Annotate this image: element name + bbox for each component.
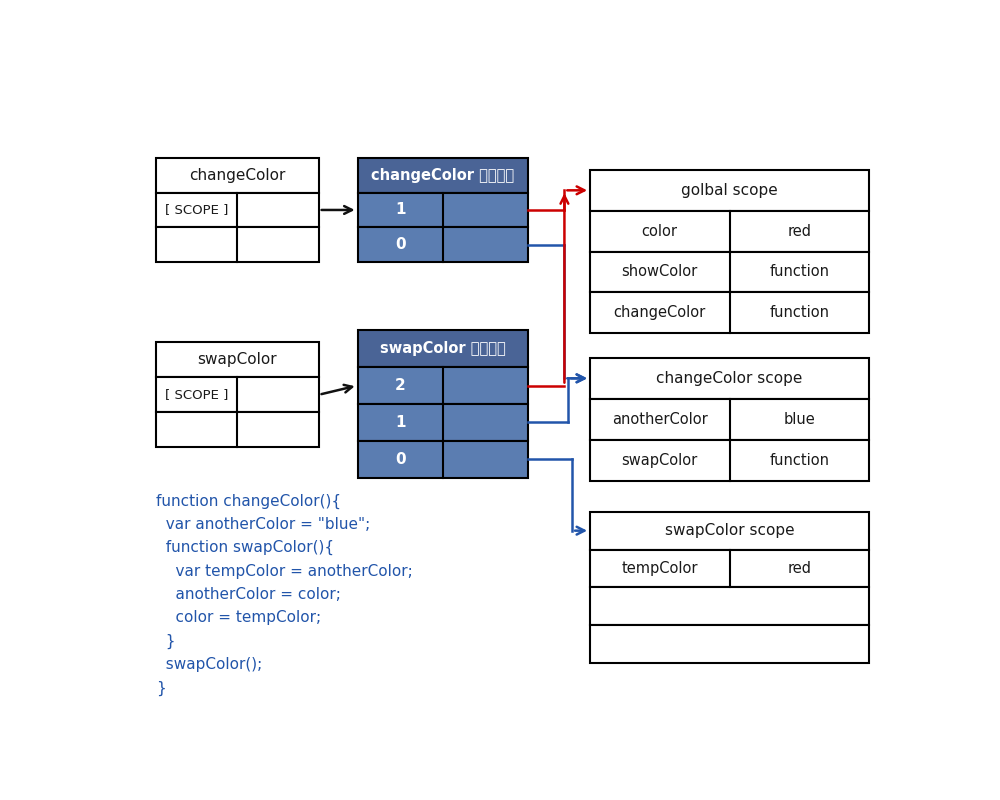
Bar — [590, 550, 869, 587]
Text: changeColor scope: changeColor scope — [656, 371, 803, 386]
Text: changeColor 作用域链: changeColor 作用域链 — [371, 167, 514, 182]
Bar — [358, 158, 528, 193]
Text: golbal scope: golbal scope — [681, 183, 778, 198]
Text: 1: 1 — [395, 415, 405, 430]
Text: swapColor scope: swapColor scope — [665, 523, 794, 538]
Text: function swapColor(){: function swapColor(){ — [156, 540, 334, 555]
Bar — [590, 587, 869, 625]
Text: }: } — [156, 634, 176, 649]
Text: swapColor: swapColor — [622, 453, 698, 468]
Text: color = tempColor;: color = tempColor; — [156, 610, 321, 626]
Text: 2: 2 — [395, 378, 406, 393]
Bar — [358, 367, 528, 404]
Bar — [590, 358, 869, 399]
Bar — [590, 170, 869, 210]
Text: anotherColor = color;: anotherColor = color; — [156, 587, 341, 602]
Text: color: color — [642, 224, 678, 238]
Bar — [590, 625, 869, 662]
Text: blue: blue — [783, 412, 815, 427]
Bar — [590, 399, 869, 440]
Bar — [590, 512, 869, 550]
Text: function changeColor(){: function changeColor(){ — [156, 494, 341, 509]
Bar — [156, 227, 319, 262]
Text: swapColor: swapColor — [198, 352, 277, 367]
Bar — [156, 193, 319, 227]
Bar — [358, 227, 528, 262]
Bar — [156, 412, 319, 447]
Bar — [358, 404, 528, 441]
Text: [ SCOPE ]: [ SCOPE ] — [165, 203, 228, 217]
Text: [ SCOPE ]: [ SCOPE ] — [165, 388, 228, 402]
Text: anotherColor: anotherColor — [612, 412, 708, 427]
Bar — [358, 441, 528, 478]
Text: swapColor();: swapColor(); — [156, 657, 262, 672]
Text: function: function — [769, 265, 829, 279]
Text: function: function — [769, 453, 829, 468]
Text: red: red — [787, 224, 811, 238]
Text: var anotherColor = "blue";: var anotherColor = "blue"; — [156, 517, 370, 532]
Text: tempColor: tempColor — [622, 561, 698, 576]
Text: var tempColor = anotherColor;: var tempColor = anotherColor; — [156, 563, 413, 578]
Bar — [590, 440, 869, 481]
Bar — [156, 378, 319, 412]
Text: changeColor: changeColor — [189, 167, 286, 182]
Text: showColor: showColor — [622, 265, 698, 279]
Bar — [156, 342, 319, 378]
Text: 1: 1 — [395, 202, 405, 218]
Text: 0: 0 — [395, 238, 405, 252]
Bar — [590, 210, 869, 251]
Text: red: red — [787, 561, 811, 576]
Bar — [156, 158, 319, 193]
Text: changeColor: changeColor — [614, 306, 706, 320]
Bar — [358, 330, 528, 367]
Text: }: } — [156, 681, 166, 696]
Text: 0: 0 — [395, 452, 405, 467]
Bar — [358, 193, 528, 227]
Text: function: function — [769, 306, 829, 320]
Bar — [590, 251, 869, 292]
Text: swapColor 作用域链: swapColor 作用域链 — [380, 341, 506, 356]
Bar — [590, 292, 869, 333]
